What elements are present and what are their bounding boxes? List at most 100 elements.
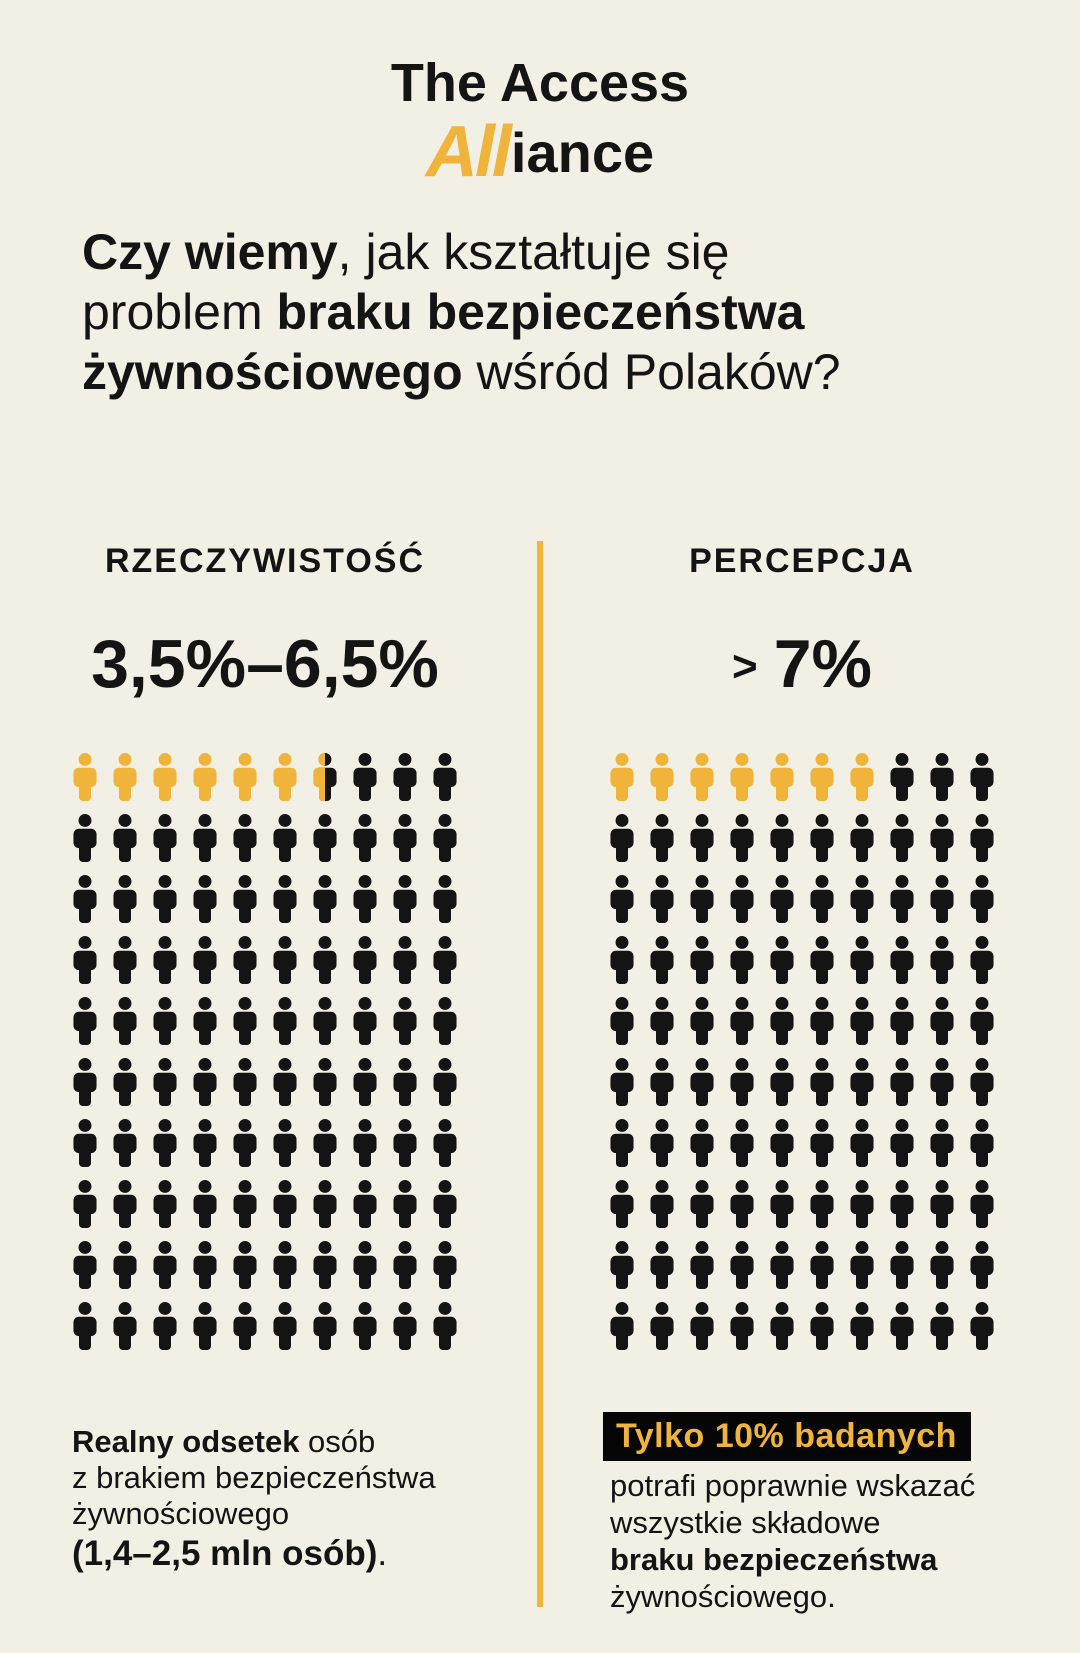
person-icon (770, 1179, 794, 1229)
person-icon (73, 1057, 97, 1107)
person-icon (113, 1179, 137, 1229)
person-icon (313, 813, 337, 863)
person-icon (610, 1240, 634, 1290)
person-icon (690, 996, 714, 1046)
person-icon (193, 874, 217, 924)
person-icon (193, 813, 217, 863)
person-icon (650, 1301, 674, 1351)
person-icon (970, 1301, 994, 1351)
person-icon (650, 1118, 674, 1168)
person-icon (770, 1057, 794, 1107)
title-line-1: Czy wiemy, jak kształtuje się (82, 222, 1022, 282)
note-reality-line-1: Realny odsetek osób (72, 1424, 512, 1460)
person-icon-highlighted (690, 752, 714, 802)
person-icon (770, 996, 794, 1046)
person-icon (313, 1179, 337, 1229)
person-icon (930, 996, 954, 1046)
person-icon (233, 996, 257, 1046)
person-icon (313, 935, 337, 985)
person-icon (850, 813, 874, 863)
person-icon (73, 1118, 97, 1168)
person-icon (433, 1301, 457, 1351)
person-icon (233, 813, 257, 863)
panel-header-perception: PERCEPCJA (689, 542, 915, 580)
person-icon (690, 1118, 714, 1168)
person-icon (930, 1118, 954, 1168)
column-divider-line (537, 541, 543, 1607)
text-segment: Czy wiemy (82, 224, 338, 280)
person-icon (690, 1057, 714, 1107)
person-icon (970, 752, 994, 802)
person-icon (650, 935, 674, 985)
person-icon (890, 1179, 914, 1229)
person-icon (233, 1301, 257, 1351)
person-icon-highlighted (810, 752, 834, 802)
person-icon (393, 1057, 417, 1107)
person-icon (233, 1240, 257, 1290)
person-icon (113, 1240, 137, 1290)
person-icon (433, 1240, 457, 1290)
person-icon (930, 1057, 954, 1107)
person-icon (810, 996, 834, 1046)
logo-script-all: All (425, 112, 512, 192)
person-icon (273, 1301, 297, 1351)
person-icon-highlighted (233, 752, 257, 802)
person-icon (810, 1118, 834, 1168)
person-icon (810, 1179, 834, 1229)
person-icon (353, 874, 377, 924)
note-reality-line-3: żywnościowego (72, 1496, 512, 1532)
person-icon (393, 1301, 417, 1351)
person-icon (810, 813, 834, 863)
person-icon (890, 996, 914, 1046)
logo: The Access Alliance (0, 56, 1080, 188)
person-icon (770, 1240, 794, 1290)
person-icon (153, 813, 177, 863)
person-icon (233, 1179, 257, 1229)
person-icon (433, 996, 457, 1046)
person-icon (890, 752, 914, 802)
person-icon (73, 813, 97, 863)
person-icon (970, 813, 994, 863)
person-icon (690, 1179, 714, 1229)
person-icon (273, 1240, 297, 1290)
greater-than-sign: > (732, 642, 758, 691)
person-icon (690, 1301, 714, 1351)
person-icon (970, 874, 994, 924)
text-segment: z brakiem bezpieczeństwa (72, 1460, 436, 1495)
person-icon (73, 1301, 97, 1351)
person-icon (730, 1057, 754, 1107)
person-icon (890, 1057, 914, 1107)
person-icon-highlighted (650, 752, 674, 802)
note-reality-line-2: z brakiem bezpieczeństwa (72, 1460, 512, 1496)
person-icon (730, 874, 754, 924)
logo-line-top: The Access (390, 53, 690, 113)
logo-line-bottom: Alliance (0, 116, 1080, 188)
person-icon (690, 813, 714, 863)
person-icon (193, 1057, 217, 1107)
person-icon (930, 935, 954, 985)
person-icon (353, 996, 377, 1046)
person-icon (353, 1118, 377, 1168)
note-perception-line-2: wszystkie składowe (603, 1504, 1053, 1541)
person-icon (890, 813, 914, 863)
person-icon (690, 935, 714, 985)
text-segment: problem (82, 284, 277, 340)
text-segment: . (377, 1534, 388, 1573)
person-icon-highlighted (850, 752, 874, 802)
person-icon (433, 935, 457, 985)
person-icon (313, 874, 337, 924)
person-icon (353, 1240, 377, 1290)
person-icon (233, 935, 257, 985)
highlight-badge-text: Tylko 10% badanych (616, 1417, 957, 1455)
person-icon (730, 1301, 754, 1351)
person-icon (353, 752, 377, 802)
person-icon (113, 1057, 137, 1107)
text-segment: , jak kształtuje się (337, 224, 730, 280)
person-icon (610, 996, 634, 1046)
person-icon (970, 1057, 994, 1107)
person-icon (113, 996, 137, 1046)
person-icon (610, 1179, 634, 1229)
person-icon (610, 1301, 634, 1351)
person-icon (930, 752, 954, 802)
